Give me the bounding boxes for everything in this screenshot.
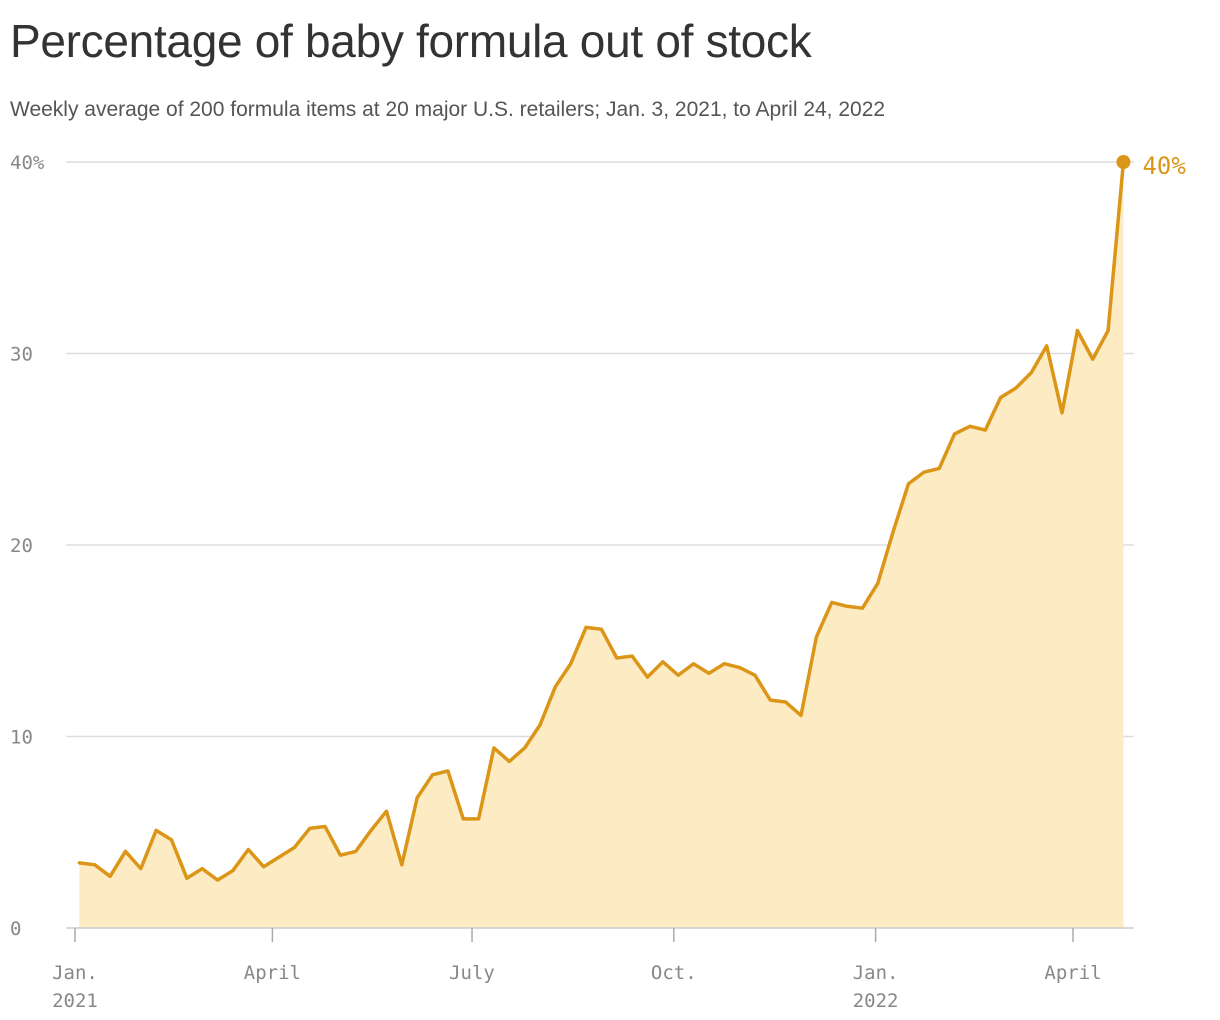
x-tick-label: April <box>244 962 301 984</box>
series-line <box>77 160 1126 882</box>
y-tick-label: 20 <box>10 535 33 557</box>
x-tick-sublabel: 2021 <box>52 990 98 1012</box>
x-tick-sublabel: 2022 <box>853 990 899 1012</box>
x-tick-label: Jan. <box>853 962 899 984</box>
y-tick-label: 0 <box>10 918 21 940</box>
y-tick-label: 40% <box>10 152 45 174</box>
chart-subtitle: Weekly average of 200 formula items at 2… <box>10 98 886 121</box>
end-value-label: 40% <box>1142 152 1186 180</box>
y-tick-label: 10 <box>10 727 33 749</box>
x-tick-label: April <box>1044 962 1101 984</box>
chart-title: Percentage of baby formula out of stock <box>10 15 812 67</box>
end-point-marker <box>1116 155 1131 169</box>
x-tick-label: Oct. <box>651 962 697 984</box>
y-tick-label: 30 <box>10 344 33 366</box>
series-area <box>79 162 1124 928</box>
x-tick-label: Jan. <box>52 962 98 984</box>
x-tick-label: July <box>449 962 495 984</box>
